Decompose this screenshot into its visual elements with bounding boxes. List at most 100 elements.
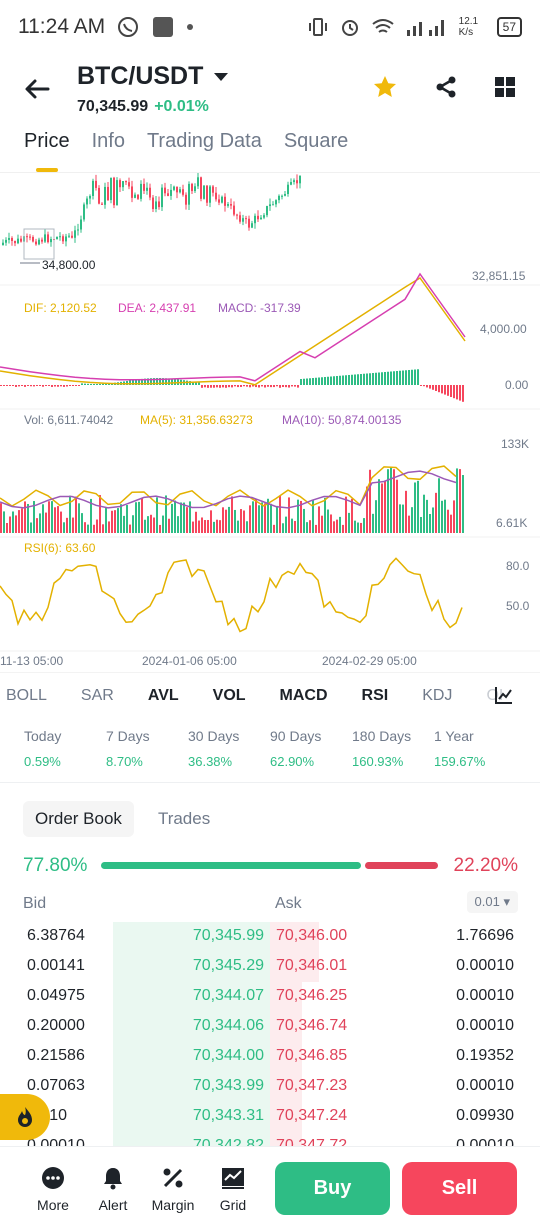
candle-body	[299, 175, 301, 184]
perf-today: Today 0.59%	[24, 728, 106, 769]
indicator-avl[interactable]: AVL	[147, 686, 179, 704]
share-icon[interactable]	[434, 75, 458, 99]
perf-90d: 90 Days 62.90%	[270, 728, 352, 769]
indicator-vol[interactable]: VOL	[212, 686, 246, 704]
volume-bar	[81, 513, 83, 533]
macd-histogram-bar	[201, 385, 203, 388]
macd-histogram-bar	[288, 385, 290, 388]
tab-trades[interactable]: Trades	[157, 809, 211, 828]
macd-histogram-bar	[273, 385, 275, 388]
volume-bar	[183, 502, 185, 533]
pair-selector[interactable]: BTC/USDT	[77, 62, 229, 91]
ask-ratio-bar	[365, 862, 438, 869]
tab-order-book[interactable]: Order Book	[23, 801, 134, 837]
macd-histogram-bar	[438, 385, 440, 393]
indicator-rsi[interactable]: RSI	[361, 686, 389, 704]
precision-select[interactable]: 0.01 ▾	[466, 891, 518, 913]
back-arrow-icon[interactable]	[22, 74, 52, 104]
bottom-action-bar: More Alert Margin Grid Buy Sell	[0, 1146, 540, 1230]
volume-bar	[0, 503, 2, 533]
vol-ma10-label: MA(10): 50,874.00135	[282, 413, 402, 427]
volume-bar	[9, 516, 11, 533]
volume-bar	[129, 524, 131, 533]
macd-histogram-bar	[240, 385, 242, 387]
macd-histogram-bar	[309, 378, 311, 385]
bid-quantity: 0.00010	[27, 1137, 85, 1146]
orderbook-row[interactable]: 0.20000 70,344.06 70,346.74 0.00010	[0, 1012, 540, 1042]
volume-bar	[48, 501, 50, 533]
ask-depth-bar	[270, 982, 302, 1012]
macd-histogram-bar	[75, 385, 77, 386]
margin-button[interactable]: Margin	[143, 1165, 203, 1213]
volume-bar	[315, 524, 317, 533]
candle-body	[26, 236, 28, 238]
indicator-sar[interactable]: SAR	[80, 686, 114, 704]
price-chart[interactable]: 34,800.00 32,851.15 DIF: 2,120.52 DEA: 2…	[0, 172, 540, 668]
bid-depth-bar	[113, 982, 270, 1012]
wifi-icon	[372, 19, 394, 33]
grid-button[interactable]: Grid	[203, 1165, 263, 1213]
candle-body	[152, 197, 154, 210]
volume-bar	[357, 522, 359, 533]
favorite-star-icon[interactable]	[372, 74, 398, 100]
macd-dea-line	[0, 272, 466, 382]
tab-trading-data[interactable]: Trading Data	[146, 130, 262, 152]
sell-button[interactable]: Sell	[402, 1162, 517, 1215]
candle-body	[266, 206, 268, 216]
macd-histogram-bar	[396, 371, 398, 385]
candle-body	[92, 180, 94, 196]
volume-bar	[90, 498, 92, 533]
macd-histogram-bar	[189, 381, 191, 385]
orderbook-row[interactable]: 0.00010 70,342.82 70,347.72 0.00010	[0, 1132, 540, 1146]
orderbook-row[interactable]: 0.07063 70,343.99 70,347.23 0.00010	[0, 1072, 540, 1102]
more-button[interactable]: More	[23, 1165, 83, 1213]
candle-body	[137, 194, 139, 199]
volume-bar	[330, 514, 332, 533]
tab-square[interactable]: Square	[283, 130, 349, 152]
alert-button[interactable]: Alert	[83, 1165, 143, 1213]
macd-histogram-bar	[276, 385, 278, 387]
indicator-kdj[interactable]: KDJ	[422, 686, 453, 704]
volume-bar	[225, 509, 227, 533]
orderbook-row[interactable]: 0.21586 70,344.00 70,346.85 0.19352	[0, 1042, 540, 1072]
macd-histogram-bar	[429, 385, 431, 389]
candle-body	[167, 193, 169, 196]
candle-body	[41, 239, 43, 242]
candle-body	[161, 187, 163, 208]
orderbook-row[interactable]: 0.04975 70,344.07 70,346.25 0.00010	[0, 982, 540, 1012]
indicator-oi[interactable]: OI	[486, 686, 504, 704]
orderbook-row[interactable]: 6.38764 70,345.99 70,346.00 1.76696	[0, 922, 540, 952]
volume-bar	[192, 521, 194, 533]
ask-price: 70,346.25	[276, 987, 348, 1004]
layout-grid-icon[interactable]	[494, 76, 516, 98]
tab-info[interactable]: Info	[91, 130, 125, 152]
volume-bar	[144, 519, 146, 533]
perf-30d: 30 Days 36.38%	[188, 728, 270, 769]
candle-body	[89, 195, 91, 199]
chart-canvas[interactable]	[0, 173, 540, 669]
candle-body	[8, 237, 10, 240]
volume-bar	[462, 475, 464, 533]
hot-fab[interactable]	[0, 1094, 50, 1140]
volume-bar	[303, 508, 305, 533]
macd-histogram-bar	[243, 385, 245, 387]
vol-axis-bottom: 6.61K	[496, 516, 528, 530]
macd-histogram-bar	[423, 385, 425, 387]
percent-icon	[163, 1168, 183, 1188]
battery-indicator: 57	[496, 17, 522, 37]
orderbook-row[interactable]: 0.00141 70,345.29 70,346.01 0.00010	[0, 952, 540, 982]
bid-depth-bar	[113, 1102, 270, 1132]
tab-price[interactable]: Price	[24, 130, 70, 172]
volume-bar	[3, 511, 5, 533]
volume-bar	[405, 490, 407, 533]
indicator-boll[interactable]: BOLL	[6, 686, 47, 704]
buy-button[interactable]: Buy	[275, 1162, 390, 1215]
chart-settings-icon[interactable]	[494, 685, 514, 705]
volume-bar	[288, 497, 290, 533]
ask-price: 70,347.24	[276, 1107, 348, 1124]
ask-price: 70,346.01	[276, 957, 348, 974]
volume-bar	[78, 503, 80, 533]
volume-bar	[174, 500, 176, 533]
indicator-macd[interactable]: MACD	[279, 686, 328, 704]
